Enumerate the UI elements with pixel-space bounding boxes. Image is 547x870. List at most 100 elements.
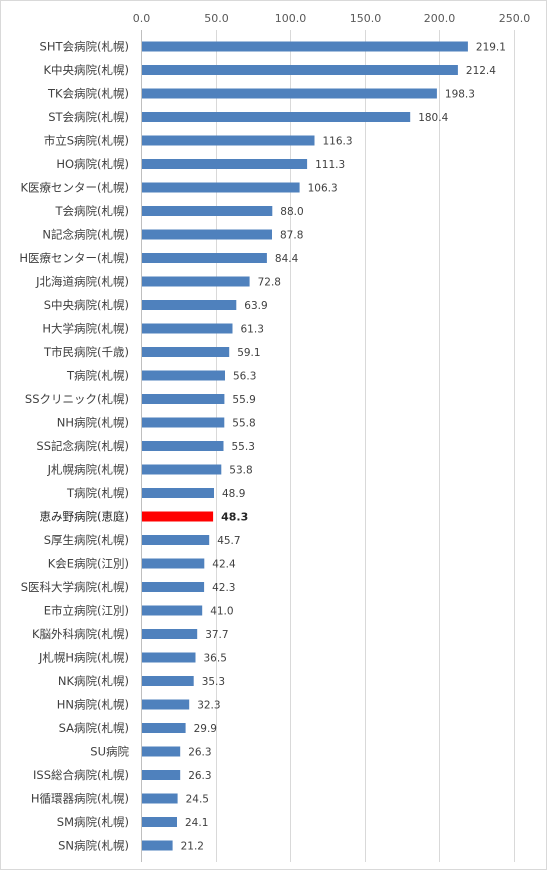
bar	[141, 417, 225, 428]
category-label: NK病院(札幌)	[58, 674, 129, 688]
data-label: 55.3	[232, 441, 255, 453]
data-label: 55.8	[232, 418, 255, 430]
bar	[141, 206, 273, 216]
category-label: S医科大学病院(札幌)	[21, 580, 129, 594]
bar	[141, 464, 222, 475]
bar	[141, 558, 205, 569]
data-label: 88.0	[280, 206, 303, 218]
category-label: N記念病院(札幌)	[42, 228, 129, 242]
data-label: 55.9	[232, 394, 255, 406]
category-label: SHT会病院(札幌)	[40, 40, 129, 54]
category-label: TK会病院(札幌)	[47, 87, 129, 101]
bar	[141, 229, 272, 240]
category-label: S厚生病院(札幌)	[44, 533, 129, 547]
data-label: 116.3	[323, 136, 353, 148]
data-label: 26.3	[188, 747, 211, 759]
category-label: SN病院(札幌)	[58, 839, 129, 853]
data-label: 21.2	[181, 841, 204, 853]
bar	[141, 323, 233, 334]
data-label: 198.3	[445, 89, 475, 101]
data-label: 41.0	[210, 606, 233, 618]
category-label: E市立病院(江別)	[44, 604, 129, 618]
category-label: SM病院(札幌)	[57, 815, 129, 829]
bar	[141, 394, 225, 404]
x-tick-label: 0.0	[133, 12, 151, 25]
category-label: SU病院	[90, 745, 129, 759]
category-label: ISS総合病院(札幌)	[33, 768, 129, 782]
bar	[141, 605, 203, 616]
data-label: 61.3	[241, 324, 264, 336]
data-label: 24.1	[185, 817, 208, 829]
bar	[141, 535, 210, 545]
category-label: NH病院(札幌)	[57, 416, 129, 430]
data-label: 212.4	[466, 65, 496, 77]
data-label: 219.1	[476, 42, 506, 54]
data-label: 48.9	[222, 488, 245, 500]
bar	[141, 276, 250, 287]
category-label: J札幌病院(札幌)	[47, 463, 129, 477]
data-label: 45.7	[217, 535, 240, 547]
bar	[141, 652, 196, 663]
category-label: SA病院(札幌)	[59, 721, 129, 735]
data-label: 180.4	[418, 112, 448, 124]
bar	[141, 182, 300, 193]
bar	[141, 817, 177, 827]
category-label: K脳外科病院(札幌)	[32, 627, 129, 641]
category-label: H大学病院(札幌)	[42, 322, 129, 336]
bar	[141, 770, 181, 780]
category-label: HN病院(札幌)	[57, 698, 129, 712]
category-label: 恵み野病院(恵庭)	[40, 510, 129, 524]
x-tick-label: 200.0	[424, 12, 456, 25]
bar	[141, 65, 458, 75]
data-label: 84.4	[275, 253, 299, 265]
bar	[141, 488, 214, 498]
category-label: T病院(札幌)	[66, 486, 129, 500]
data-label: 59.1	[237, 347, 260, 359]
category-label: SS記念病院(札幌)	[36, 439, 129, 453]
bar	[141, 699, 190, 710]
category-label: T市民病院(千歳)	[43, 345, 129, 359]
bar	[141, 629, 198, 639]
data-label: 36.5	[204, 653, 227, 665]
x-tick-label: 250.0	[499, 12, 531, 25]
bar	[141, 112, 411, 122]
category-label: K会E病院(江別)	[48, 557, 129, 571]
data-label: 87.8	[280, 230, 303, 242]
data-label: 48.3	[221, 511, 248, 524]
data-label: 106.3	[308, 183, 338, 195]
bar	[141, 793, 178, 804]
category-label: K医療センター(札幌)	[20, 181, 129, 195]
data-label: 24.5	[186, 794, 209, 806]
category-label: ST会病院(札幌)	[48, 110, 129, 124]
category-label: SSクリニック(札幌)	[25, 392, 129, 406]
category-label: J北海道病院(札幌)	[35, 275, 129, 289]
category-label: J札幌H病院(札幌)	[38, 651, 129, 665]
category-label: HO病院(札幌)	[56, 157, 129, 171]
category-label: 市立S病院(札幌)	[44, 134, 129, 148]
category-label: H循環器病院(札幌)	[31, 792, 129, 806]
x-tick-label: 150.0	[350, 12, 382, 25]
category-label: H医療センター(札幌)	[19, 251, 129, 265]
bar	[141, 159, 308, 169]
bar	[141, 41, 468, 52]
data-label: 26.3	[188, 770, 211, 782]
data-label: 56.3	[233, 371, 256, 383]
category-label: T病院(札幌)	[66, 369, 129, 383]
bar	[141, 676, 194, 686]
data-label: 35.3	[202, 676, 225, 688]
bar	[141, 746, 181, 757]
category-label: S中央病院(札幌)	[44, 298, 129, 312]
bar	[141, 840, 173, 851]
data-label: 53.8	[229, 465, 252, 477]
data-label: 111.3	[315, 159, 345, 171]
bar	[141, 370, 225, 381]
bar	[141, 723, 186, 733]
data-label: 63.9	[244, 300, 267, 312]
data-label: 42.4	[212, 559, 236, 571]
data-label: 42.3	[212, 582, 235, 594]
x-tick-label: 100.0	[275, 12, 307, 25]
data-label: 32.3	[197, 700, 220, 712]
category-label: T会病院(札幌)	[55, 204, 130, 218]
bar	[141, 135, 315, 146]
